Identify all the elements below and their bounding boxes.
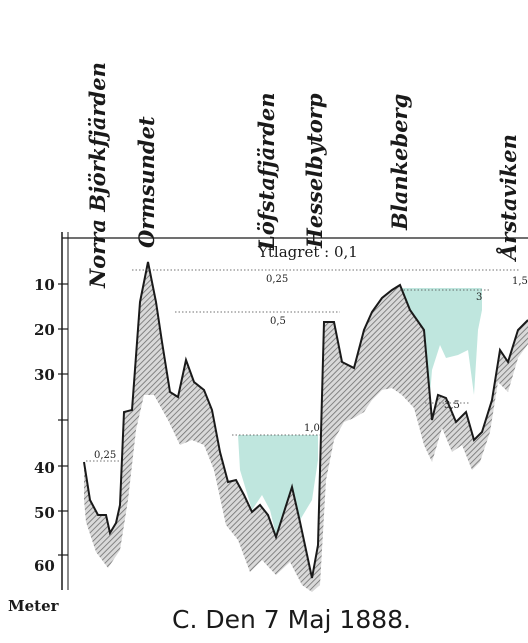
depth-tick-10: 10 [34,276,55,294]
depth-tick-30: 30 [34,366,55,384]
sediment-hatch [84,262,528,592]
layer-lines [86,269,520,462]
contour-label-3: 3 [476,292,482,303]
depth-ticks [58,283,68,556]
contour-label-1-5: 1,5 [512,276,528,287]
contour-label-3-5: 3,5 [444,400,460,411]
location-label-norra-bjorkfjarden: Norra Björkfjärden [85,62,110,289]
depth-tick-20: 20 [34,321,55,339]
contour-label-1-0: 1,0 [304,423,320,434]
depth-axis: 10 20 30 40 50 60 Meter [8,232,528,615]
contour-label-left-0-25: 0,25 [94,450,116,461]
surface-layer-label: Ytlagret : 0,1 [257,243,358,261]
location-label-hesselbytorp: Hesselbytorp [302,93,327,249]
depth-tick-60: 60 [34,557,55,575]
contour-label-0-5: 0,5 [270,316,286,327]
contour-label-0-25: 0,25 [266,274,288,285]
depth-tick-40: 40 [34,459,55,477]
depth-tick-50: 50 [34,504,55,522]
location-label-blankeberg: Blankeberg [387,94,412,231]
location-label-lofstafjarden: Löfstafjärden [254,92,279,251]
location-label-arstaviken: Årstaviken [496,134,521,263]
location-labels: Norra Björkfjärden Ormsundet Löfstafjärd… [85,62,521,289]
location-label-ormsundet: Ormsundet [134,116,159,248]
figure-caption: C. Den 7 Maj 1888. [172,605,411,634]
depth-unit-label: Meter [8,597,60,615]
profile-line [83,261,528,579]
